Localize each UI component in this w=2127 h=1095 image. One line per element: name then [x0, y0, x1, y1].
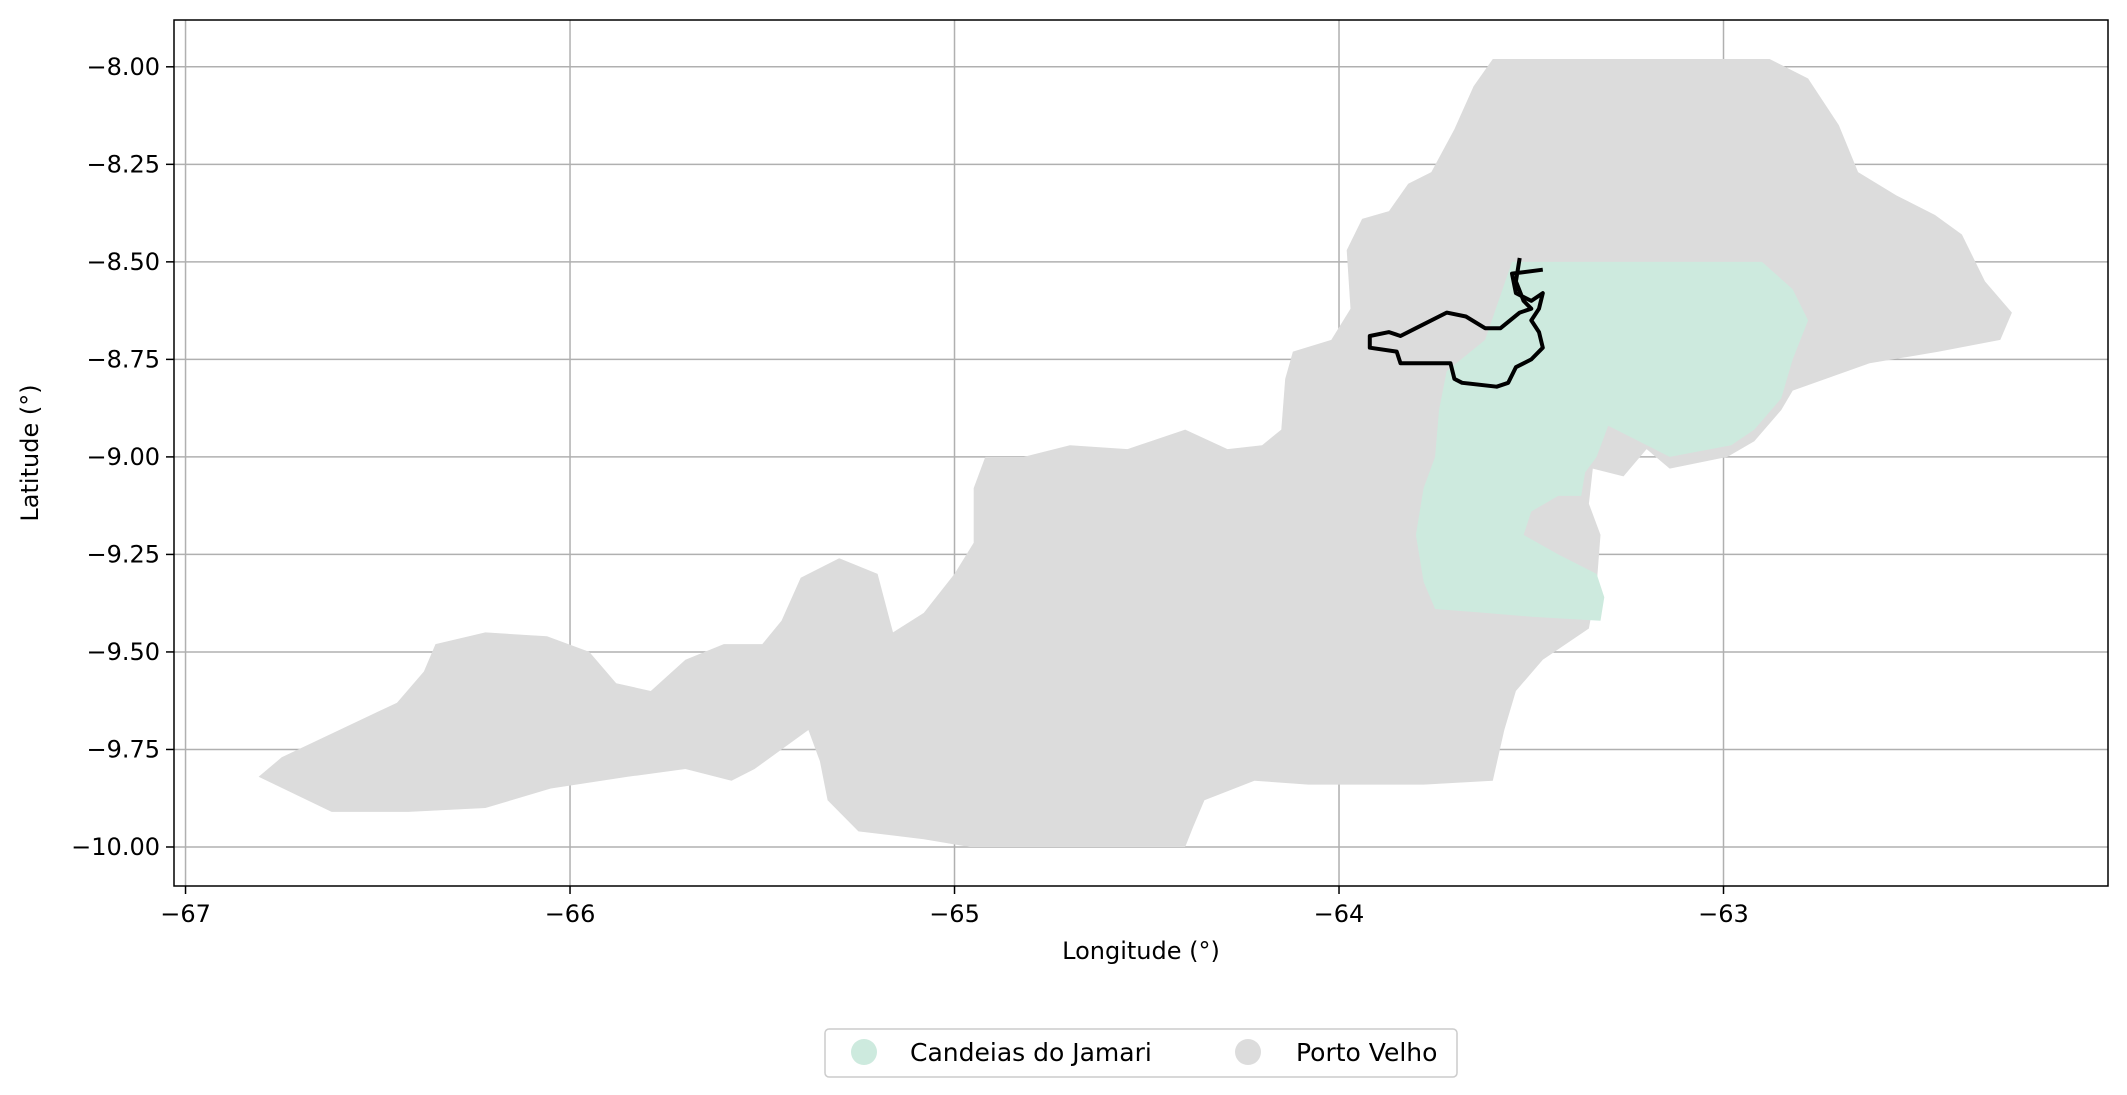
- x-tick-label-1: −66: [545, 900, 596, 928]
- x-tick-label-0: −67: [160, 900, 211, 928]
- y-tick-label-5: −9.25: [86, 540, 160, 568]
- x-tick-label-3: −64: [1314, 900, 1365, 928]
- map-regions: [258, 59, 2012, 847]
- legend: Candeias do Jamari Porto Velho: [824, 1028, 1458, 1078]
- x-axis-label: Longitude (°): [1062, 937, 1220, 965]
- x-tick-label-2: −65: [929, 900, 980, 928]
- boundary-outline: [1367, 257, 1545, 389]
- legend-marker-candeias: [851, 1039, 877, 1065]
- y-tick-label-6: −9.50: [86, 638, 160, 666]
- plot-frame: [173, 19, 2109, 887]
- y-axis-label: Latitude (°): [16, 384, 44, 521]
- y-tick-label-3: −8.75: [86, 345, 160, 373]
- legend-label-candeias: Candeias do Jamari: [910, 1038, 1152, 1067]
- y-tick-label-2: −8.50: [86, 248, 160, 276]
- legend-label-porto-velho: Porto Velho: [1296, 1038, 1437, 1067]
- region-porto-velho: [258, 59, 2012, 847]
- region-candeias-do-jamari: [1415, 261, 1809, 621]
- y-tick-label-0: −8.00: [86, 53, 160, 81]
- y-axis-ticks: −8.00 −8.25 −8.50 −8.75 −9.00 −9.25 −9.50 −9.75…: [71, 53, 174, 861]
- legend-marker-porto-velho: [1235, 1039, 1261, 1065]
- y-tick-label-7: −9.75: [86, 735, 160, 763]
- y-tick-label-4: −9.00: [86, 443, 160, 471]
- x-tick-label-4: −63: [1698, 900, 1749, 928]
- boundary-outline-path: [1367, 257, 1545, 389]
- y-tick-label-8: −10.00: [71, 833, 160, 861]
- legend-frame: [824, 1028, 1458, 1078]
- y-tick-label-1: −8.25: [86, 150, 160, 178]
- x-axis-ticks: −67 −66 −65 −64 −63: [160, 886, 1749, 928]
